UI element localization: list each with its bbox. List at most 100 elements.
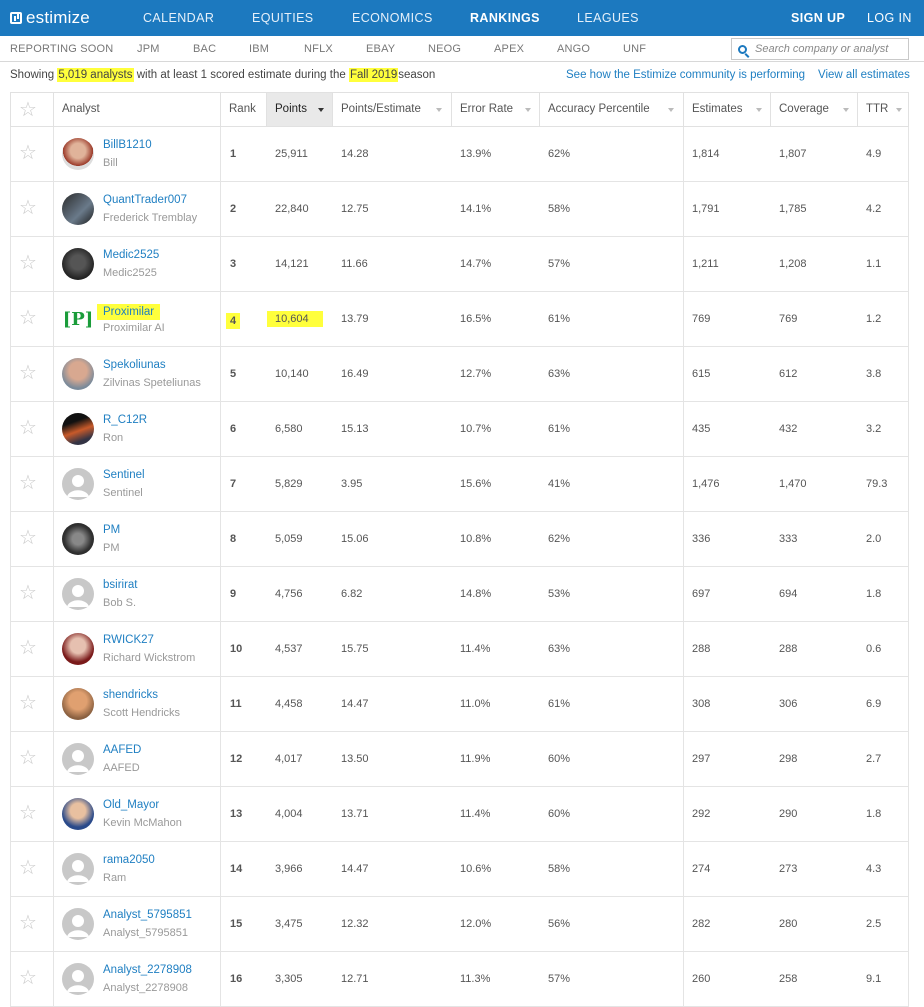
points-per-estimate-value: 16.49 [341,368,369,380]
favorite-star-icon[interactable]: ☆ [19,692,37,714]
log-in-link[interactable]: LOG IN [867,11,912,25]
points-per-estimate-value: 12.75 [341,203,369,215]
ticker-bac[interactable]: BAC [193,43,217,55]
avatar[interactable] [62,358,94,390]
table-row[interactable]: ☆ BillB1210 Bill 1 25,911 14.28 13.9% 62% 1,814 1… [10,127,909,182]
view-all-estimates-link[interactable]: View all estimates [818,69,910,81]
avatar[interactable] [62,248,94,280]
analyst-real-name: Sentinel [103,487,143,499]
analyst-username-link[interactable]: Analyst_5795851 [103,909,192,921]
analyst-username-link[interactable]: Proximilar [97,304,161,320]
table-row[interactable]: ☆ R_C12R Ron 6 6,580 15.13 10.7% 61% 435 432 3.2 [10,402,909,457]
analyst-username-link[interactable]: bsirirat [103,579,138,591]
table-row[interactable]: ☆ bsirirat Bob S. 9 4,756 6.82 14.8% 53% 697 694 1… [10,567,909,622]
analyst-username-link[interactable]: shendricks [103,689,158,701]
accuracy-percentile-value: 57% [548,973,571,985]
favorite-star-icon[interactable]: ☆ [19,472,37,494]
favorite-star-icon[interactable]: ☆ [19,582,37,604]
table-row[interactable]: ☆ Old_Mayor Kevin McMahon 13 4,004 13.71 11.4%… [10,787,909,842]
analyst-username-link[interactable]: Analyst_2278908 [103,964,192,976]
favorite-star-icon[interactable]: ☆ [19,912,37,934]
header-coverage[interactable]: Coverage [770,93,857,126]
favorite-star-icon[interactable]: ☆ [19,252,37,274]
logo-text: estimize [26,8,90,27]
table-row[interactable]: ☆ shendricks Scott Hendricks 11 4,458 14.47 11… [10,677,909,732]
favorite-star-icon[interactable]: ☆ [19,417,37,439]
ticker-jpm[interactable]: JPM [137,43,160,55]
search-input[interactable] [755,43,905,55]
header-accuracy-percentile[interactable]: Accuracy Percentile [539,93,683,126]
table-row[interactable]: ☆ Spekoliunas Zilvinas Speteliunas 5 10,140 1… [10,347,909,402]
analyst-username-link[interactable]: Sentinel [103,469,145,481]
table-row[interactable]: ☆ rama2050 Ram 14 3,966 14.47 10.6% 58% 274 273 4.… [10,842,909,897]
ticker-ebay[interactable]: EBAY [366,43,396,55]
analyst-username-link[interactable]: rama2050 [103,854,155,866]
avatar[interactable] [62,523,94,555]
avatar[interactable] [62,688,94,720]
table-row[interactable]: ☆ RWICK27 Richard Wickstrom 10 4,537 15.75 11.… [10,622,909,677]
avatar[interactable] [62,798,94,830]
ticker-unf[interactable]: UNF [623,43,647,55]
summary-middle: with at least 1 scored estimate during t… [136,69,346,81]
table-row[interactable]: ☆ Analyst_5795851 Analyst_5795851 15 3,475 12… [10,897,909,952]
avatar[interactable] [62,138,94,170]
favorite-star-icon[interactable]: ☆ [19,197,37,219]
analyst-username-link[interactable]: Old_Mayor [103,799,160,811]
points-value: 10,140 [275,368,309,380]
favorite-star-icon[interactable]: ☆ [19,802,37,824]
favorite-star-icon[interactable]: ☆ [19,362,37,384]
nav-rankings[interactable]: RANKINGS [470,11,540,25]
analyst-username-link[interactable]: R_C12R [103,414,148,426]
points-value: 4,017 [275,753,303,765]
header-points-per-estimate[interactable]: Points/Estimate [332,93,451,126]
analyst-username-link[interactable]: Spekoliunas [103,359,166,371]
ticker-ibm[interactable]: IBM [249,43,270,55]
header-estimates[interactable]: Estimates [683,93,770,126]
avatar[interactable] [62,193,94,225]
points-value: 25,911 [275,148,308,160]
ticker-neog[interactable]: NEOG [428,43,462,55]
ticker-ango[interactable]: ANGO [557,43,591,55]
points-per-estimate-value: 3.95 [341,478,363,490]
analyst-username-link[interactable]: PM [103,524,121,536]
favorite-star-icon[interactable]: ☆ [19,142,37,164]
table-row[interactable]: ☆ Analyst_2278908 Analyst_2278908 16 3,305 12… [10,952,909,1007]
avatar[interactable] [62,413,94,445]
favorite-star-icon[interactable]: ☆ [19,857,37,879]
header-error-rate[interactable]: Error Rate [451,93,539,126]
favorite-star-icon[interactable]: ☆ [19,527,37,549]
analyst-username-link[interactable]: Medic2525 [103,249,160,261]
nav-calendar[interactable]: CALENDAR [143,11,215,25]
favorite-star-icon[interactable]: ☆ [19,967,37,989]
table-row[interactable]: ☆ QuantTrader007 Frederick Tremblay 2 22,840… [10,182,909,237]
table-row[interactable]: ☆ AAFED AAFED 12 4,017 13.50 11.9% 60% 297 298 2.7 [10,732,909,787]
favorite-star-icon[interactable]: ☆ [19,747,37,769]
ticker-nflx[interactable]: NFLX [304,43,333,55]
nav-economics[interactable]: ECONOMICS [352,11,433,25]
header-accuracy-label: Accuracy Percentile [548,103,650,115]
analyst-username-link[interactable]: AAFED [103,744,142,756]
avatar[interactable] [62,633,94,665]
favorite-star-icon[interactable]: ☆ [19,637,37,659]
table-row[interactable]: ☆ Medic2525 Medic2525 3 14,121 11.66 14.7% 57% 1… [10,237,909,292]
sort-desc-icon [318,108,324,112]
sign-up-link[interactable]: SIGN UP [791,11,846,25]
favorite-star-icon[interactable]: ☆ [19,307,37,329]
error-rate-value: 11.0% [460,698,491,710]
analyst-username-link[interactable]: BillB1210 [103,139,152,151]
header-points[interactable]: Points [266,93,332,126]
search-box[interactable] [731,38,909,60]
analyst-username-link[interactable]: RWICK27 [103,634,154,646]
coverage-value: 288 [779,643,798,655]
table-row[interactable]: ☆ Sentinel Sentinel 7 5,829 3.95 15.6% 41% 1,476… [10,457,909,512]
analyst-username-link[interactable]: QuantTrader007 [103,194,187,206]
ticker-apex[interactable]: APEX [494,43,525,55]
community-performance-link[interactable]: See how the Estimize community is perfor… [566,69,806,81]
estimates-value: 274 [692,863,711,875]
header-ttr[interactable]: TTR [857,93,909,126]
nav-equities[interactable]: EQUITIES [252,11,314,25]
table-row[interactable]: ☆ [P] Proximilar Proximilar AI 4 10,604 13.79 1… [10,292,909,347]
estimize-logo[interactable]: estimize [10,8,134,28]
table-row[interactable]: ☆ PM PM 8 5,059 15.06 10.8% 62% 336 333 2.0 [10,512,909,567]
nav-leagues[interactable]: LEAGUES [577,11,639,25]
